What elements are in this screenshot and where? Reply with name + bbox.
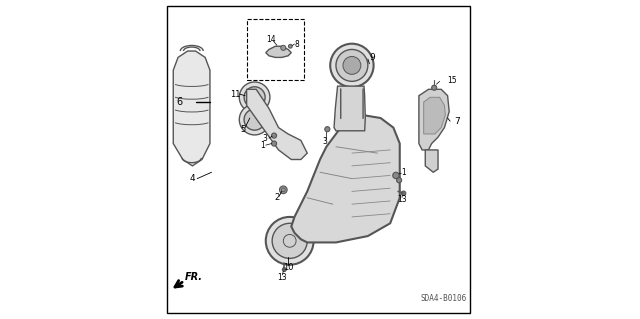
Text: 1: 1: [260, 141, 264, 150]
Polygon shape: [173, 51, 210, 166]
Text: 10: 10: [283, 263, 293, 272]
Circle shape: [271, 133, 276, 138]
Text: 13: 13: [397, 195, 407, 204]
Text: 1: 1: [401, 168, 406, 177]
Circle shape: [324, 127, 330, 132]
Text: 9: 9: [370, 53, 376, 62]
Text: 14: 14: [266, 35, 275, 44]
Polygon shape: [419, 89, 449, 150]
Circle shape: [239, 82, 270, 113]
Circle shape: [282, 268, 286, 271]
Text: 2: 2: [275, 193, 280, 202]
Circle shape: [239, 104, 270, 135]
Polygon shape: [266, 46, 291, 57]
Text: 3: 3: [263, 134, 268, 143]
Circle shape: [244, 109, 265, 130]
Circle shape: [330, 44, 374, 87]
Circle shape: [393, 172, 399, 179]
Circle shape: [281, 45, 286, 50]
Circle shape: [266, 217, 314, 265]
Text: 15: 15: [447, 76, 457, 85]
Polygon shape: [425, 150, 438, 172]
Circle shape: [336, 49, 368, 81]
Bar: [246, 19, 304, 80]
Text: 5: 5: [241, 125, 246, 134]
Text: 8: 8: [294, 40, 300, 48]
Text: SDA4-B0106: SDA4-B0106: [420, 294, 467, 303]
Text: 11: 11: [230, 90, 241, 99]
Circle shape: [397, 178, 402, 183]
Text: 7: 7: [454, 117, 460, 126]
Circle shape: [401, 191, 406, 196]
Text: 3: 3: [323, 137, 327, 146]
Text: 4: 4: [189, 174, 195, 183]
Polygon shape: [334, 86, 365, 131]
Circle shape: [289, 44, 292, 48]
Polygon shape: [246, 89, 307, 160]
Polygon shape: [291, 115, 400, 242]
Circle shape: [343, 56, 361, 74]
Text: 6: 6: [177, 97, 182, 107]
Polygon shape: [424, 97, 445, 134]
Circle shape: [271, 141, 276, 146]
Circle shape: [244, 87, 265, 108]
Circle shape: [280, 186, 287, 194]
Text: 13: 13: [277, 273, 287, 282]
Circle shape: [431, 85, 436, 90]
Text: FR.: FR.: [184, 272, 202, 282]
Circle shape: [272, 223, 307, 258]
